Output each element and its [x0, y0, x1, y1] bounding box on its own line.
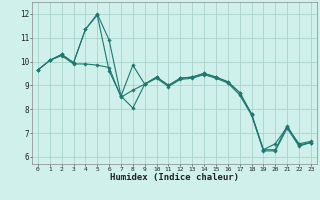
X-axis label: Humidex (Indice chaleur): Humidex (Indice chaleur)	[110, 173, 239, 182]
